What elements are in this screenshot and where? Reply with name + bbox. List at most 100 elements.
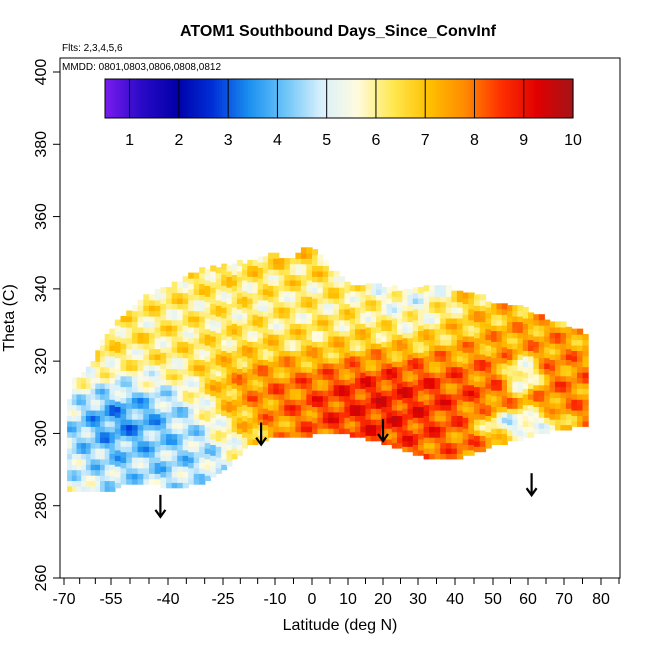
- heatmap-cell: [300, 339, 308, 346]
- heatmap-cell: [231, 328, 238, 335]
- heatmap-cell: [95, 453, 101, 460]
- heatmap-cell: [71, 458, 78, 465]
- heatmap-cell: [402, 424, 409, 431]
- heatmap-cell: [381, 287, 388, 294]
- heatmap-cell: [445, 285, 453, 292]
- heatmap-cell: [397, 361, 403, 368]
- heatmap-cell: [257, 321, 264, 328]
- colorbar-swatch: [159, 79, 163, 118]
- heatmap-cell: [512, 397, 519, 404]
- heatmap-cell: [204, 355, 211, 362]
- heatmap-cell: [333, 341, 340, 348]
- heatmap-cell: [284, 301, 291, 308]
- heatmap-cell: [491, 400, 498, 407]
- heatmap-cell: [154, 375, 162, 382]
- heatmap-cell: [215, 467, 222, 474]
- heatmap-cell: [193, 386, 200, 393]
- heatmap-cell: [412, 297, 419, 304]
- colorbar-swatch: [138, 79, 142, 118]
- heatmap-cell: [423, 426, 430, 433]
- heatmap-cell: [355, 334, 361, 341]
- heatmap-cell: [193, 435, 200, 442]
- heatmap-cell: [236, 335, 243, 342]
- heatmap-cell: [355, 339, 361, 346]
- heatmap-cell: [397, 323, 403, 330]
- heatmap-cell: [322, 308, 329, 315]
- heatmap-cell: [143, 429, 150, 436]
- heatmap-cell: [215, 337, 222, 344]
- heatmap-cell: [474, 294, 481, 301]
- heatmap-cell: [188, 440, 195, 447]
- heatmap-cell: [226, 303, 233, 310]
- heatmap-cell: [300, 344, 308, 351]
- heatmap-cell: [268, 301, 274, 308]
- heatmap-cell: [289, 269, 297, 276]
- heatmap-cell: [328, 395, 335, 402]
- heatmap-cell: [402, 370, 409, 377]
- heatmap-cell: [295, 258, 302, 265]
- heatmap-cell: [289, 312, 297, 319]
- heatmap-cell: [76, 447, 82, 454]
- heatmap-cell: [402, 294, 409, 301]
- heatmap-cell: [182, 362, 189, 369]
- heatmap-cell: [236, 428, 243, 435]
- heatmap-cell: [226, 314, 233, 321]
- heatmap-cell: [312, 265, 319, 272]
- heatmap-cell: [131, 473, 139, 480]
- heatmap-cell: [333, 281, 340, 288]
- heatmap-cell: [501, 308, 508, 315]
- heatmap-cell: [247, 411, 254, 418]
- heatmap-cell: [221, 263, 228, 270]
- heatmap-cell: [423, 355, 430, 362]
- colorbar-swatch: [359, 79, 363, 118]
- heatmap-cell: [328, 335, 335, 342]
- heatmap-cell: [143, 478, 150, 485]
- heatmap-cell: [376, 305, 382, 312]
- heatmap-cell: [247, 325, 254, 332]
- heatmap-cell: [262, 305, 269, 312]
- heatmap-cell: [143, 402, 150, 409]
- heatmap-cell: [317, 292, 324, 299]
- heatmap-cell: [289, 285, 297, 292]
- heatmap-cell: [236, 281, 243, 288]
- heatmap-cell: [226, 325, 233, 332]
- heatmap-cell: [322, 314, 329, 321]
- heatmap-cell: [252, 341, 259, 348]
- heatmap-cell: [67, 415, 73, 422]
- heatmap-cell: [188, 321, 195, 328]
- heatmap-cell: [247, 319, 254, 326]
- heatmap-cell: [226, 265, 233, 272]
- x-tick-label: 50: [484, 591, 502, 608]
- heatmap-cell: [533, 406, 540, 413]
- heatmap-cell: [278, 426, 285, 433]
- flights-note: Flts: 2,3,4,5,6: [62, 43, 123, 54]
- heatmap-cell: [236, 330, 243, 337]
- heatmap-cell: [171, 319, 178, 326]
- heatmap-cell: [257, 408, 264, 415]
- heatmap-cell: [171, 466, 178, 473]
- heatmap-cell: [445, 344, 453, 351]
- heatmap-cell: [312, 368, 319, 375]
- heatmap-cell: [252, 362, 259, 369]
- heatmap-cell: [317, 303, 324, 310]
- heatmap-cell: [312, 341, 319, 348]
- heatmap-cell: [474, 310, 481, 317]
- heatmap-cell: [295, 312, 302, 319]
- heatmap-cell: [278, 361, 285, 368]
- heatmap-cell: [177, 319, 184, 326]
- heatmap-cell: [295, 382, 302, 389]
- heatmap-cell: [582, 409, 589, 416]
- heatmap-cell: [109, 420, 116, 427]
- heatmap-cell: [221, 409, 228, 416]
- colorbar-swatch: [406, 79, 410, 118]
- heatmap-cell: [67, 469, 73, 476]
- heatmap-cell: [485, 426, 492, 433]
- heatmap-cell: [278, 339, 285, 346]
- heatmap-cell: [538, 357, 545, 364]
- heatmap-cell: [215, 446, 222, 453]
- heatmap-cell: [182, 314, 189, 321]
- x-tick-label: 70: [555, 591, 573, 608]
- heatmap-cell: [236, 406, 243, 413]
- heatmap-cell: [349, 366, 356, 373]
- heatmap-cell: [370, 321, 377, 328]
